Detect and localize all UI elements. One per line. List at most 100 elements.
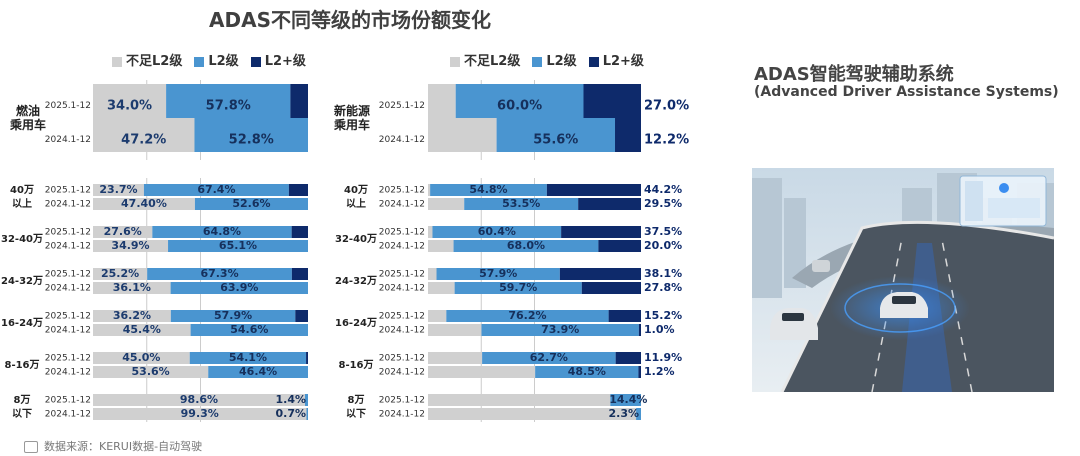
bar-segment xyxy=(428,240,454,252)
legend-nev: 不足L2级 L2级 L2+级 xyxy=(450,50,644,69)
data-label: 23.7% xyxy=(99,183,137,196)
bar-segment xyxy=(432,226,562,238)
data-label: 36.1% xyxy=(113,281,151,294)
group-label: 40万 xyxy=(344,184,368,196)
bar-segment xyxy=(93,310,171,322)
legend-item-l2plus: L2+级 xyxy=(588,50,644,69)
bar-segment xyxy=(436,268,560,280)
data-label: 34.0% xyxy=(107,99,152,114)
data-label: 20.0% xyxy=(644,239,682,252)
bar-segment xyxy=(93,324,191,336)
adas-illustration xyxy=(752,168,1054,392)
legend-label: 不足L2级 xyxy=(126,54,183,69)
bar-segment xyxy=(428,324,482,336)
bar-segment xyxy=(482,352,616,364)
data-label: 53.6% xyxy=(132,365,170,378)
data-label: 15.2% xyxy=(644,309,682,322)
group-label: 以下 xyxy=(346,408,366,420)
period-label: 2024.1-12 xyxy=(45,325,91,335)
bar-segment xyxy=(446,310,609,322)
bar-segment xyxy=(93,240,169,252)
sensor-ring xyxy=(844,283,956,333)
period-label: 2025.1-12 xyxy=(45,311,91,321)
chart-title: ADAS不同等级的市场份额变化 xyxy=(209,8,491,32)
bar-segment xyxy=(428,408,637,420)
data-label: 68.0% xyxy=(507,239,545,252)
bar-segment xyxy=(464,198,579,210)
bar-segment xyxy=(455,84,584,118)
group-label: 8万 xyxy=(14,394,31,406)
bar-segment xyxy=(288,184,308,196)
bar-segment xyxy=(93,84,167,118)
legend-label: 不足L2级 xyxy=(464,54,521,69)
period-label: 2024.1-12 xyxy=(45,241,91,251)
road-edge xyxy=(780,220,1054,392)
group-label: 32-40万 xyxy=(335,233,377,245)
data-label: 73.9% xyxy=(541,323,579,336)
data-label: 53.5% xyxy=(502,197,540,210)
period-label: 2025.1-12 xyxy=(379,101,425,111)
legend-label: L2级 xyxy=(546,54,577,69)
bar-segment xyxy=(428,184,431,196)
period-label: 2025.1-12 xyxy=(379,395,425,405)
data-label: 37.5% xyxy=(644,225,682,238)
bar-segment xyxy=(295,310,308,322)
data-label: 1.0% xyxy=(644,323,675,336)
bar-segment xyxy=(189,352,307,364)
legend-label: L2+级 xyxy=(602,54,644,69)
bar-segment xyxy=(306,352,308,364)
data-label: 67.4% xyxy=(197,183,235,196)
bar-segment xyxy=(428,226,433,238)
data-label: 27.0% xyxy=(644,99,689,114)
lane-line xyxy=(871,237,903,392)
bar-segment xyxy=(93,408,307,420)
bar-segment xyxy=(428,118,497,152)
group-label: 16-24万 xyxy=(1,317,43,329)
period-label: 2024.1-12 xyxy=(379,241,425,251)
data-label: 54.6% xyxy=(230,323,268,336)
period-label: 2024.1-12 xyxy=(379,367,425,377)
bar-segment xyxy=(428,310,447,322)
data-label: 54.1% xyxy=(229,351,267,364)
bar-segment xyxy=(93,394,305,406)
bar-segment xyxy=(166,84,291,118)
bar-segment xyxy=(168,240,308,252)
data-label: 1.4% xyxy=(275,393,306,406)
distant-car xyxy=(812,260,830,272)
bar-segment xyxy=(291,268,308,280)
period-label: 2025.1-12 xyxy=(379,311,425,321)
period-label: 2025.1-12 xyxy=(379,227,425,237)
data-label: 29.5% xyxy=(644,197,682,210)
bar-segment xyxy=(610,394,641,406)
legend-item-below-l2: 不足L2级 xyxy=(112,50,182,69)
data-label: 57.9% xyxy=(479,267,517,280)
data-label: 60.4% xyxy=(478,225,516,238)
data-label: 67.3% xyxy=(200,267,238,280)
bar-segment xyxy=(304,394,308,406)
bar-segment xyxy=(93,352,190,364)
data-label: 12.2% xyxy=(644,133,689,148)
bar-segment xyxy=(170,282,308,294)
bar-segment xyxy=(208,366,308,378)
bar-segment xyxy=(428,268,437,280)
group-label: 8-16万 xyxy=(4,359,39,371)
bar-segment xyxy=(583,84,641,118)
period-label: 2025.1-12 xyxy=(379,185,425,195)
hud-display xyxy=(959,175,1047,227)
period-label: 2025.1-12 xyxy=(45,395,91,405)
group-label: 乘用车 xyxy=(333,117,370,132)
data-label: 27.6% xyxy=(104,225,142,238)
bar-segment xyxy=(428,352,483,364)
data-label: 46.4% xyxy=(239,365,277,378)
legend-item-l2: L2级 xyxy=(532,50,577,69)
data-label: 47.40% xyxy=(121,197,167,210)
data-label: 45.0% xyxy=(122,351,160,364)
bar-segment xyxy=(428,198,465,210)
bar-segment xyxy=(638,324,641,336)
period-label: 2024.1-12 xyxy=(379,135,425,145)
bar-segment xyxy=(306,408,308,420)
data-label: 0.7% xyxy=(275,407,306,420)
legend-label: L2+级 xyxy=(264,54,306,69)
data-label: 59.7% xyxy=(499,281,537,294)
